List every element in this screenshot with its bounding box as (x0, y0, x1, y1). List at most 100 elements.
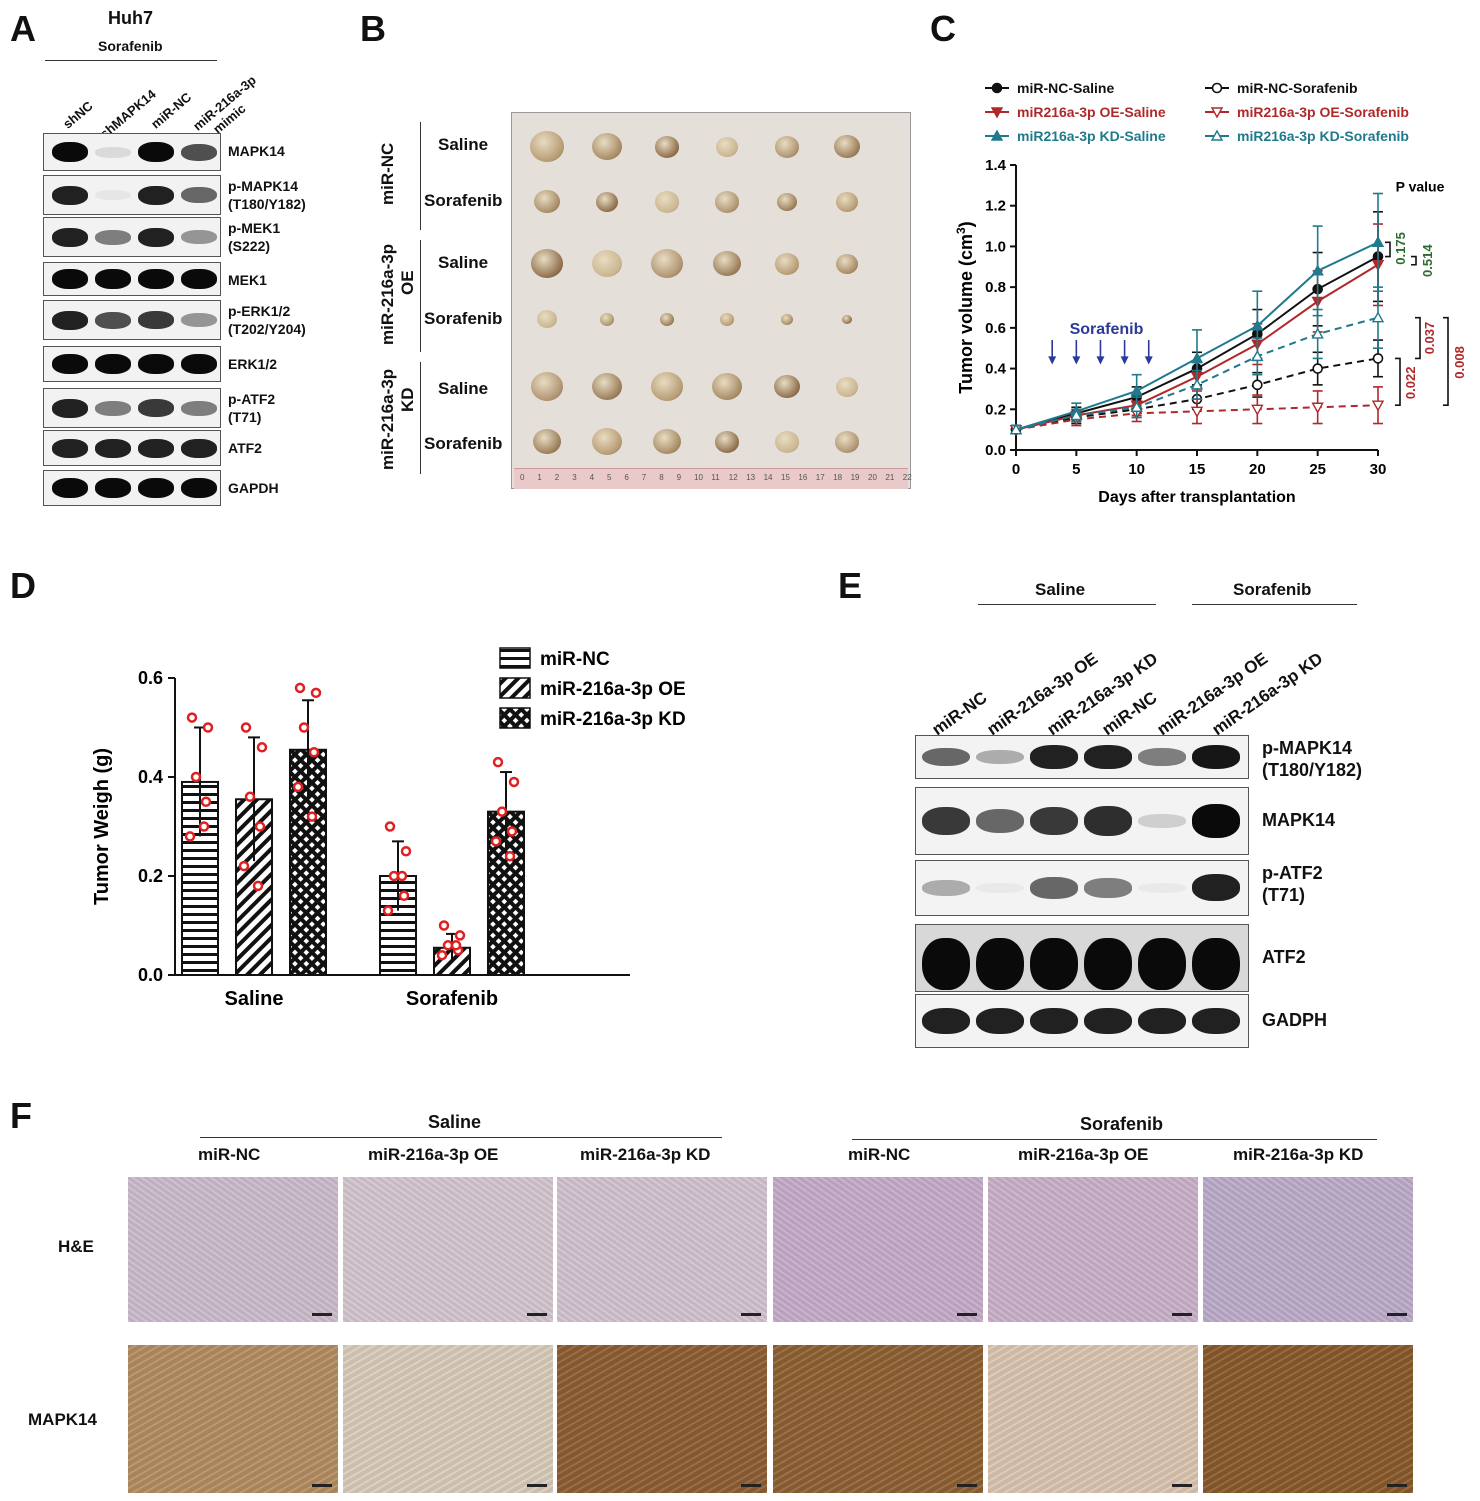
blot-band (138, 142, 174, 162)
tumor (713, 251, 741, 277)
tumor (655, 136, 679, 158)
ruler-tick: 6 (624, 473, 629, 482)
tumor-volume-chart: miR-NC-Saline miR-NC-Sorafenib miR216a-3p … (954, 80, 1467, 506)
tumor (834, 135, 860, 159)
tumor (600, 313, 614, 326)
panel-label-c: C (930, 8, 956, 49)
ruler-tick: 13 (746, 473, 756, 482)
tumor (835, 431, 859, 453)
blot-band (922, 747, 970, 767)
ihc-stain-image (557, 1345, 767, 1493)
he-stain-image (1203, 1177, 1413, 1322)
scale-bar (957, 1313, 977, 1316)
data-point (400, 846, 412, 857)
legend-label: miR-NC (540, 649, 610, 670)
blot-band (976, 883, 1024, 893)
row-label: Saline (438, 379, 489, 398)
blot-label: p-ATF2 (T71) (1262, 863, 1323, 905)
treatment-arrow-head (1048, 356, 1057, 365)
blot-band (138, 478, 174, 498)
data-point (1009, 423, 1023, 435)
data-point (490, 836, 502, 847)
blot-band (1192, 745, 1240, 769)
data-point (1190, 406, 1204, 418)
tumor (775, 431, 799, 453)
ruler-tick: 5 (607, 473, 612, 482)
group-label: miR-216a-3p (378, 243, 397, 345)
data-point (450, 940, 462, 951)
data-point (238, 860, 250, 872)
cell-line-label: Huh7 (108, 8, 153, 28)
blot-label: GADPH (1262, 1010, 1328, 1030)
data-point (1312, 363, 1323, 374)
he-stain-image (343, 1177, 553, 1322)
data-point (1130, 400, 1143, 412)
sorafenib-group-line (1192, 604, 1357, 605)
pvalue-label: 0.037 (1422, 322, 1437, 355)
blot-band (138, 438, 174, 458)
blot-band (138, 269, 174, 289)
x-tick-label: 15 (1189, 461, 1206, 478)
blot-band (138, 354, 174, 374)
data-point (1210, 129, 1224, 141)
blot-band (95, 354, 131, 374)
blot-band (181, 478, 217, 498)
data-point (1252, 379, 1263, 391)
blot-band (1084, 1007, 1132, 1035)
ruler-tick: 14 (763, 473, 773, 482)
data-point (244, 791, 256, 803)
blot-band (181, 400, 217, 416)
data-point (1211, 82, 1223, 94)
blot-band (922, 806, 970, 836)
data-point (1371, 235, 1385, 248)
y-tick-label: 0.0 (138, 965, 163, 985)
row-label: Sorafenib (424, 309, 503, 328)
panel-label-a: A (10, 8, 36, 49)
group-label: OE (398, 270, 417, 295)
x-tick-label: 0 (1012, 461, 1020, 478)
ruler-tick: 10 (694, 473, 703, 482)
he-stain-image (128, 1177, 338, 1322)
blot-band (1192, 1007, 1240, 1035)
scale-bar (957, 1484, 977, 1487)
data-point (1070, 408, 1083, 421)
y-tick-label: 1.2 (985, 198, 1006, 215)
data-point (492, 756, 504, 768)
row-label-he: H&E (58, 1237, 94, 1256)
scale-bar (1172, 1313, 1192, 1316)
blot-band (52, 310, 88, 330)
blot-band (1030, 745, 1078, 769)
tumor-photo: 0 1 2 3 4 5 6 7 8 9 10 11 12 13 14 15 16 17 18 19 20 21 22 (511, 112, 912, 489)
scale-bar (1387, 1313, 1407, 1316)
legend-label: miR216a-3p KD-Sorafenib (1237, 128, 1409, 144)
blot-label: MAPK14 (1262, 810, 1336, 830)
sorafenib-group-label: Sorafenib (1233, 580, 1312, 599)
blot-label: p-ATF2 (T71) (228, 391, 276, 425)
scale-bar (527, 1484, 547, 1487)
data-point (1210, 107, 1224, 119)
scale-bar (312, 1313, 332, 1316)
y-tick-label: 0.2 (985, 401, 1006, 418)
blot-band (138, 227, 174, 247)
ruler-tick: 21 (885, 473, 895, 482)
data-point (256, 742, 268, 753)
data-point (198, 821, 210, 832)
row-label: Saline (438, 253, 489, 272)
panel-label-f: F (10, 1095, 32, 1136)
data-point (454, 930, 466, 941)
legend-label: miR-NC-Saline (1017, 80, 1114, 96)
tumor (715, 431, 739, 453)
data-point (306, 811, 318, 822)
blot-band (1030, 1007, 1078, 1035)
data-point (1371, 400, 1385, 412)
tumor-weight-chart: 0.0 0.2 0.4 0.6 Tumor Weigh (g) Saline Sorafen… (91, 647, 686, 1010)
x-tick-label: 5 (1072, 461, 1080, 478)
pvalue-title: P value (1396, 178, 1445, 194)
blot-band (181, 438, 217, 458)
blot-band (138, 185, 174, 205)
blot-band (976, 809, 1024, 833)
data-point (186, 712, 198, 723)
blot-row (43, 430, 221, 466)
legend-label: miR216a-3p KD-Saline (1017, 128, 1166, 144)
blot-label: MEK1 (228, 272, 267, 288)
